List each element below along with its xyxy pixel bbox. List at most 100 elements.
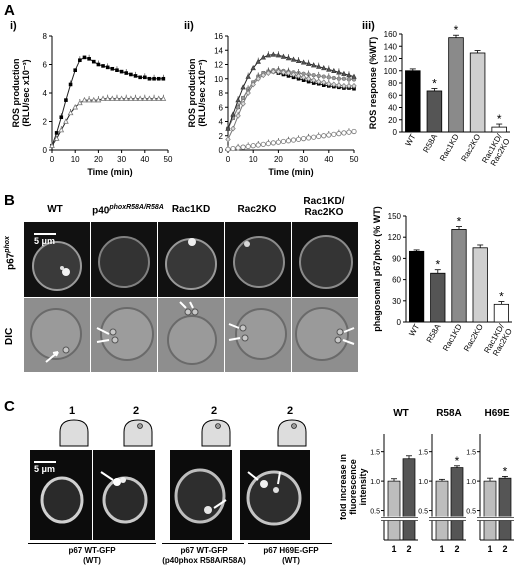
x-tick-label: Rac2KO xyxy=(462,323,485,354)
data-point xyxy=(128,95,134,101)
data-point xyxy=(235,112,241,119)
x-tick-label: 10 xyxy=(249,155,258,164)
y-tick-label: 6 xyxy=(219,103,224,112)
row-title-dic: DIC xyxy=(4,327,15,345)
data-point xyxy=(265,52,272,58)
data-point xyxy=(316,63,322,69)
data-point xyxy=(351,82,357,89)
bar xyxy=(408,250,425,323)
data-point xyxy=(255,58,261,64)
x-tick-label: 30 xyxy=(117,155,126,164)
bar xyxy=(402,458,416,541)
significance-star: * xyxy=(432,77,437,91)
x-tick-label: Rac2KO xyxy=(459,133,482,164)
series-line xyxy=(227,71,354,140)
data-point xyxy=(54,131,59,135)
x-tick-label: 40 xyxy=(324,155,333,164)
y-tick-label: 20 xyxy=(388,116,397,125)
data-point xyxy=(104,95,111,101)
micrograph-dic-wt xyxy=(24,298,90,372)
data-point xyxy=(141,95,148,101)
y-tick-label: 1.5 xyxy=(418,450,428,457)
caption-c-2: p67 WT-GFP (p40phox R58A/R58A) xyxy=(162,546,246,565)
data-point xyxy=(245,73,251,79)
data-point xyxy=(114,95,120,101)
data-point xyxy=(230,145,236,152)
data-point xyxy=(250,143,256,149)
data-point xyxy=(310,62,317,68)
y-tick-label: 14 xyxy=(214,46,223,55)
data-point xyxy=(341,82,347,89)
data-point xyxy=(295,136,302,142)
data-point xyxy=(331,67,337,74)
micrograph-c-h69e-2 xyxy=(240,450,310,540)
data-point xyxy=(240,144,246,150)
y-tick-label: 16 xyxy=(214,32,223,41)
row-title-p67: p67phox xyxy=(4,236,17,270)
data-point xyxy=(109,95,116,101)
x-tick-label: 2 xyxy=(406,544,411,554)
data-point xyxy=(341,70,347,76)
col-title-wt: WT xyxy=(47,204,63,215)
bar xyxy=(469,52,486,133)
x-tick-label: 10 xyxy=(71,155,80,164)
data-point xyxy=(63,118,69,124)
data-point xyxy=(336,82,342,89)
data-point xyxy=(155,95,162,101)
caption-c-1: p67 WT-GFP (WT) xyxy=(68,546,116,565)
series-line xyxy=(51,56,164,146)
y-axis-title: fold increase influorescenceintensity xyxy=(340,454,368,520)
micrograph-p67-dko xyxy=(292,222,358,297)
data-point xyxy=(68,82,73,87)
significance-star: * xyxy=(454,23,459,37)
data-point xyxy=(275,52,282,58)
x-tick-label: 2 xyxy=(454,544,459,554)
phagosome-icon xyxy=(215,423,221,429)
data-point xyxy=(336,131,342,137)
y-tick-label: 80 xyxy=(388,79,397,88)
data-point xyxy=(321,65,327,71)
x-tick-label: Rac1KD xyxy=(441,322,464,352)
data-point xyxy=(326,75,331,80)
panel-a-i-label: i) xyxy=(10,20,17,32)
data-point xyxy=(346,72,352,78)
cell-stage-diagrams: 1 2 2 2 xyxy=(30,404,340,448)
bar xyxy=(435,480,449,541)
data-point xyxy=(290,56,297,62)
data-point xyxy=(331,81,337,88)
y-tick-label: 100 xyxy=(384,67,398,76)
data-point xyxy=(321,133,327,139)
data-point xyxy=(275,68,282,75)
data-point xyxy=(260,72,266,79)
gfp-micrographs: 5 μm xyxy=(30,450,350,540)
y-tick-label: 0 xyxy=(43,146,48,155)
data-point xyxy=(316,133,322,140)
x-tick-label: WT xyxy=(404,132,418,147)
data-point xyxy=(123,95,130,101)
data-point xyxy=(91,59,96,64)
stage-label: 2 xyxy=(133,405,139,417)
significance-star: * xyxy=(497,112,502,126)
data-point xyxy=(105,65,110,70)
y-tick-label: 90 xyxy=(392,254,401,263)
micrograph-grid: 5 μm xyxy=(24,222,358,372)
y-tick-label: 160 xyxy=(384,30,398,39)
x-tick-label: 0 xyxy=(226,155,231,164)
data-point xyxy=(235,97,241,103)
data-point xyxy=(132,95,139,101)
data-point xyxy=(341,130,347,136)
y-tick-label: 1.0 xyxy=(466,479,476,486)
y-tick-label: 0.5 xyxy=(370,509,380,516)
panel-b-letter: B xyxy=(4,192,15,209)
bar xyxy=(483,480,497,541)
data-point xyxy=(316,73,321,79)
data-point xyxy=(285,55,292,61)
data-point xyxy=(255,75,261,82)
micrograph-p67-rac2ko xyxy=(225,222,291,297)
data-point xyxy=(225,125,231,131)
col-title-rac2ko: Rac2KO xyxy=(237,204,277,215)
data-point xyxy=(235,145,241,151)
data-point xyxy=(326,80,332,87)
data-point xyxy=(326,132,332,138)
micrograph-c-wt-1 xyxy=(30,450,92,540)
